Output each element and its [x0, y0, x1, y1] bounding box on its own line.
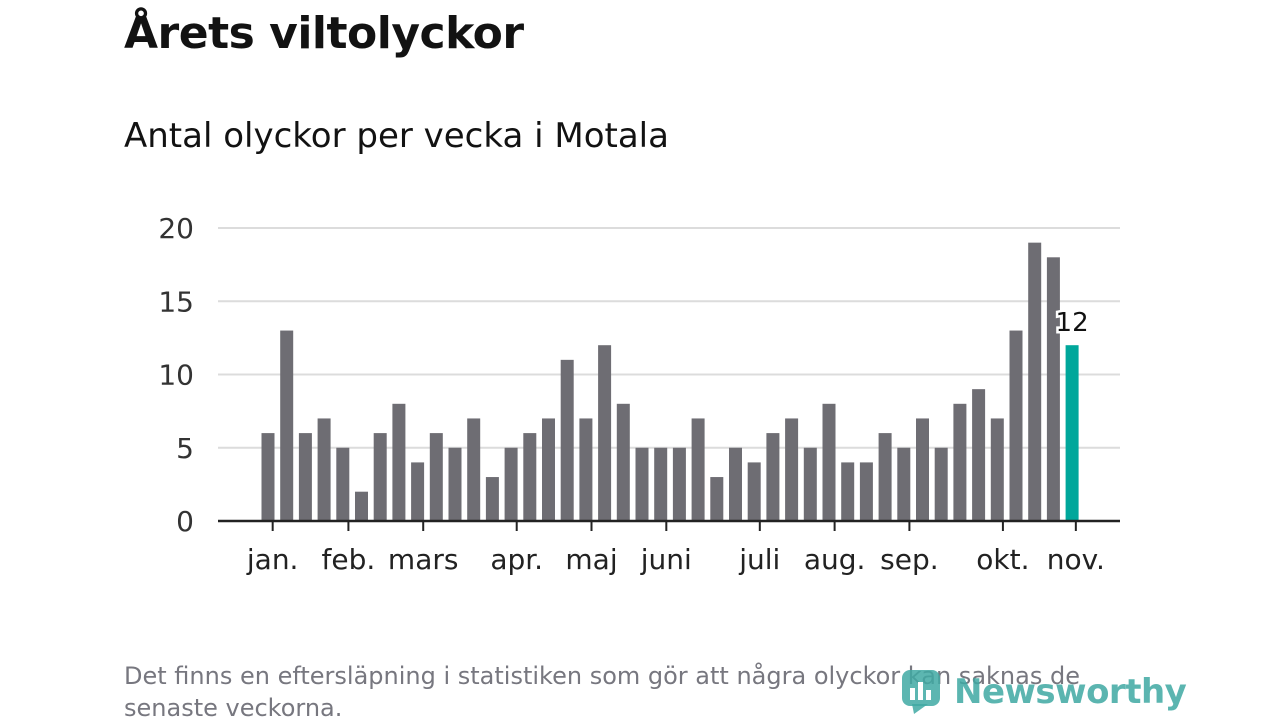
bar [691, 418, 705, 521]
y-tick-label: 5 [176, 432, 194, 465]
bar [355, 491, 368, 521]
bar [373, 433, 387, 521]
bar [317, 418, 331, 521]
y-tick-label: 20 [158, 212, 194, 245]
bar [542, 418, 555, 521]
bar [261, 433, 275, 521]
bar [803, 447, 817, 521]
y-tick-label: 15 [158, 285, 194, 318]
chart-subtitle: Antal olyckor per vecka i Motala [124, 116, 669, 156]
x-tick-label: okt. [976, 543, 1029, 576]
bar [747, 462, 761, 521]
bar [841, 462, 855, 521]
bar [859, 462, 873, 521]
bar-highlight [1065, 345, 1079, 521]
data-label-highlight: 12 [1056, 308, 1089, 338]
x-tick-label: juni [640, 543, 692, 576]
bar [1028, 242, 1042, 521]
bar [392, 403, 406, 521]
bar [298, 433, 312, 521]
bar [280, 330, 294, 521]
bar [822, 403, 836, 521]
bar [897, 447, 911, 521]
bar [953, 403, 967, 521]
bar [766, 433, 780, 521]
x-tick-label: sep. [880, 543, 939, 576]
x-tick-label: jan. [246, 543, 299, 576]
bar [934, 447, 948, 521]
bar [579, 418, 593, 521]
x-tick-label: feb. [322, 543, 376, 576]
bar [972, 389, 986, 521]
bar [878, 433, 892, 521]
x-tick-label: apr. [490, 543, 543, 576]
chart-title: Årets viltolyckor [124, 8, 524, 59]
bar [504, 447, 518, 521]
x-tick-label: aug. [804, 543, 866, 576]
bar [616, 403, 630, 521]
y-tick-label: 10 [158, 359, 194, 392]
bar [916, 418, 929, 521]
bar [729, 447, 742, 521]
bar [1009, 330, 1023, 521]
x-tick-label: juli [738, 543, 780, 576]
bar [654, 447, 668, 521]
bar [467, 418, 481, 521]
bar [336, 447, 350, 521]
brand-logo[interactable]: Newsworthy [900, 662, 1187, 722]
bar [523, 433, 537, 521]
x-tick-label: mars [388, 543, 459, 576]
bar [1046, 257, 1060, 521]
x-tick-label: nov. [1047, 543, 1105, 576]
bar [785, 418, 799, 521]
bar [710, 477, 724, 521]
bar [672, 447, 686, 521]
bar-chart: 0 5 10 15 20 jan. feb. mars apr. maj juni juli aug. s… [158, 212, 1120, 576]
bar [560, 359, 574, 521]
bar [429, 433, 443, 521]
bar [598, 345, 612, 521]
x-tick-label: maj [565, 543, 617, 576]
bar [485, 477, 499, 521]
bar [448, 447, 462, 521]
brand-name: Newsworthy [954, 672, 1187, 712]
bar [990, 418, 1004, 521]
newsworthy-logo-icon [902, 670, 940, 714]
y-tick-label: 0 [176, 505, 194, 538]
bar [635, 447, 649, 521]
bar [411, 462, 425, 521]
